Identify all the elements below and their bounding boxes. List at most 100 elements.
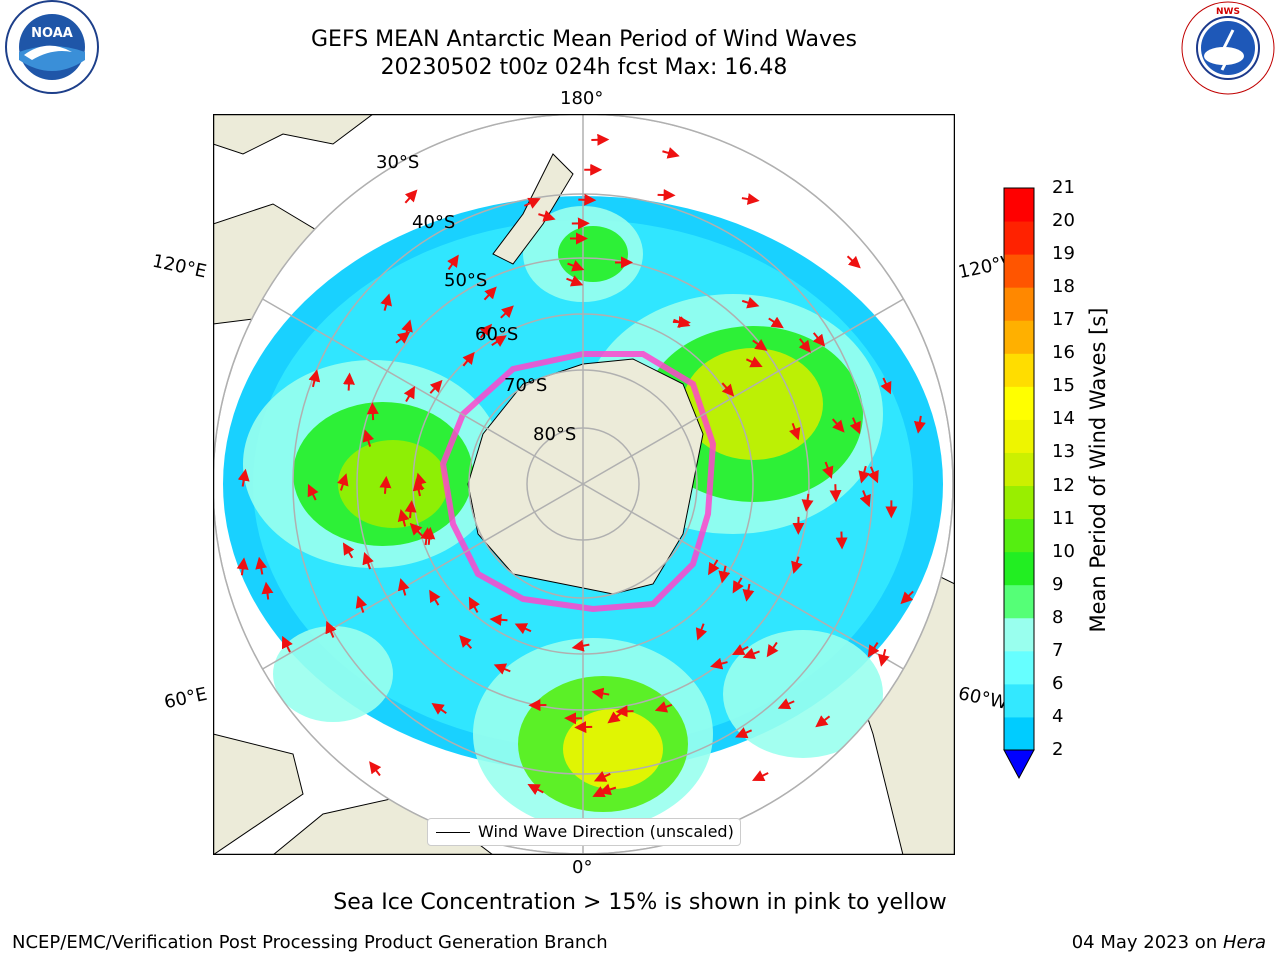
- lat-label-80s: 80°S: [533, 424, 577, 445]
- wave-direction-arrow: [236, 557, 249, 576]
- colorbar-tick-label: 17: [1052, 309, 1075, 331]
- wave-direction-arrow: [812, 332, 826, 347]
- wave-direction-arrow: [732, 577, 744, 594]
- wave-direction-arrow: [710, 657, 728, 670]
- colorbar-tick-label: 20: [1052, 210, 1075, 232]
- wave-direction-arrow: [307, 483, 319, 501]
- lat-label-60s: 60°S: [475, 324, 519, 345]
- wave-direction-arrow: [337, 473, 349, 491]
- wave-direction-arrow: [751, 770, 769, 782]
- wave-direction-arrow: [237, 468, 250, 487]
- meridian-line: [253, 483, 584, 675]
- wave-direction-arrow: [527, 784, 544, 795]
- wave-direction-arrow: [493, 663, 511, 675]
- colorbar-segment: [1004, 254, 1034, 288]
- footer-host: Hera: [1222, 932, 1266, 953]
- wave-direction-arrow: [867, 466, 879, 484]
- wave-direction-arrow: [401, 319, 413, 338]
- colorbar-segment: [1004, 551, 1034, 586]
- lat-label-50s: 50°S: [444, 270, 488, 291]
- colorbar-extend-min: [1003, 749, 1035, 780]
- wave-direction-arrow: [708, 559, 720, 576]
- colorbar-tick-label: 18: [1052, 276, 1075, 298]
- colorbar-segment: [1004, 716, 1034, 751]
- wave-direction-arrow: [831, 418, 845, 433]
- wave-direction-arrow: [801, 493, 814, 512]
- colorbar-tick-label: 6: [1052, 672, 1064, 694]
- wave-direction-arrow: [281, 635, 293, 653]
- gridlines: [213, 114, 953, 854]
- wave-direction-arrow: [735, 727, 753, 739]
- wave-direction-arrow: [798, 338, 811, 353]
- legend-line-icon: [436, 832, 470, 833]
- colorbar-tick-label: 10: [1052, 540, 1075, 562]
- wave-direction-arrow: [741, 296, 760, 309]
- wave-direction-arrow: [403, 385, 416, 403]
- lon-label-60e: 60°E: [162, 683, 209, 714]
- wave-direction-arrow: [325, 620, 337, 638]
- wave-direction-arrow: [721, 382, 735, 397]
- wave-direction-arrow: [523, 197, 541, 209]
- wave-direction-arrow: [380, 293, 392, 311]
- wave-direction-arrow: [261, 581, 274, 600]
- colorbar-segment: [1004, 419, 1034, 453]
- wave-direction-arrows: [236, 133, 926, 797]
- wave-period-area: [683, 348, 823, 460]
- map-subtitle: 20230502 t00z 024h fcst Max: 16.48: [380, 55, 788, 80]
- footer-branch: NCEP/EMC/Verification Post Processing Pr…: [12, 932, 608, 953]
- colorbar-segment: [1004, 320, 1034, 354]
- wave-direction-arrow: [479, 323, 493, 339]
- wave-direction-arrow: [849, 417, 861, 435]
- map-title: GEFS MEAN Antarctic Mean Period of Wind …: [311, 27, 857, 52]
- colorbar-tick-label: 21: [1052, 177, 1075, 198]
- colorbar-segment: [1004, 386, 1034, 420]
- wave-direction-arrow: [423, 526, 436, 545]
- colorbar-tick-label: 9: [1052, 573, 1064, 595]
- wave-direction-arrow: [397, 508, 410, 527]
- meridian-line: [253, 293, 584, 485]
- land-africa: [213, 733, 304, 855]
- wave-direction-arrow: [607, 711, 623, 724]
- svg-text:NWS: NWS: [1216, 7, 1240, 17]
- noaa-logo-text: NOAA: [31, 26, 73, 41]
- wave-direction-arrow: [404, 189, 418, 204]
- wave-direction-arrow: [741, 193, 760, 205]
- wave-direction-arrow: [308, 369, 321, 388]
- wave-direction-arrow: [745, 356, 763, 368]
- wave-direction-arrow: [791, 556, 803, 574]
- wave-period-area: [338, 440, 448, 528]
- colorbar: [1003, 187, 1035, 780]
- wave-direction-arrow: [752, 339, 768, 351]
- wave-direction-arrow: [468, 596, 480, 613]
- colorbar-tick-label: 14: [1052, 408, 1075, 430]
- wave-direction-arrow: [654, 701, 673, 713]
- map-legend: Wind Wave Direction (unscaled): [427, 818, 741, 846]
- wave-direction-arrow: [362, 429, 375, 447]
- wave-period-area: [273, 626, 393, 722]
- wave-period-area: [558, 226, 628, 282]
- colorbar-tick-label: 8: [1052, 606, 1064, 628]
- colorbar-tick-label: 4: [1052, 705, 1064, 727]
- land-new-zealand: [492, 153, 574, 265]
- colorbar-label: Mean Period of Wind Waves [s]: [1086, 307, 1110, 633]
- wave-direction-arrow: [789, 423, 801, 441]
- colorbar-segment: [1004, 188, 1034, 222]
- wave-direction-arrow: [598, 783, 617, 796]
- lat-label-40s: 40°S: [412, 212, 456, 233]
- wave-direction-arrow: [566, 275, 584, 287]
- wave-direction-arrow: [718, 565, 731, 584]
- wave-direction-arrow: [355, 595, 368, 613]
- wave-direction-arrow: [489, 613, 508, 626]
- wave-direction-arrow: [673, 316, 691, 328]
- wave-direction-arrow: [777, 698, 795, 710]
- wave-direction-arrow: [695, 623, 708, 641]
- footer-date: 04 May 2023 on Hera: [1072, 932, 1266, 953]
- colorbar-tick-label: 16: [1052, 342, 1075, 364]
- wave-direction-arrow: [491, 335, 507, 347]
- nws-logo: NWS: [1181, 1, 1275, 95]
- wave-direction-arrow: [447, 254, 459, 271]
- wave-direction-arrow: [366, 402, 379, 421]
- wave-direction-arrow: [459, 635, 473, 649]
- wave-direction-arrow: [662, 147, 680, 159]
- colorbar-outline: [1003, 187, 1035, 751]
